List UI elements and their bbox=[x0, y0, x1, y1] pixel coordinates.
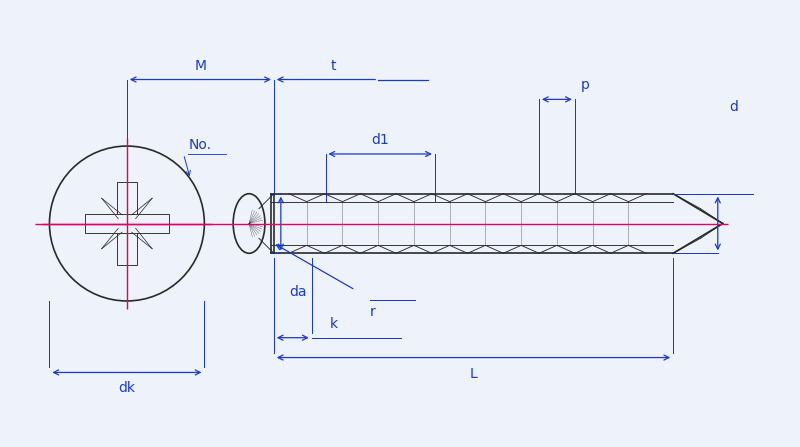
Text: k: k bbox=[330, 317, 338, 331]
Text: t: t bbox=[330, 59, 336, 72]
Ellipse shape bbox=[233, 194, 265, 253]
Text: M: M bbox=[194, 59, 206, 72]
Text: p: p bbox=[580, 78, 589, 93]
Polygon shape bbox=[86, 214, 169, 233]
Text: No.: No. bbox=[189, 138, 211, 152]
Text: d1: d1 bbox=[371, 133, 389, 147]
Text: dk: dk bbox=[118, 381, 135, 396]
Text: L: L bbox=[470, 367, 478, 380]
Text: r: r bbox=[370, 305, 376, 319]
Polygon shape bbox=[117, 182, 137, 265]
Text: da: da bbox=[289, 285, 306, 299]
Text: d: d bbox=[730, 100, 738, 114]
